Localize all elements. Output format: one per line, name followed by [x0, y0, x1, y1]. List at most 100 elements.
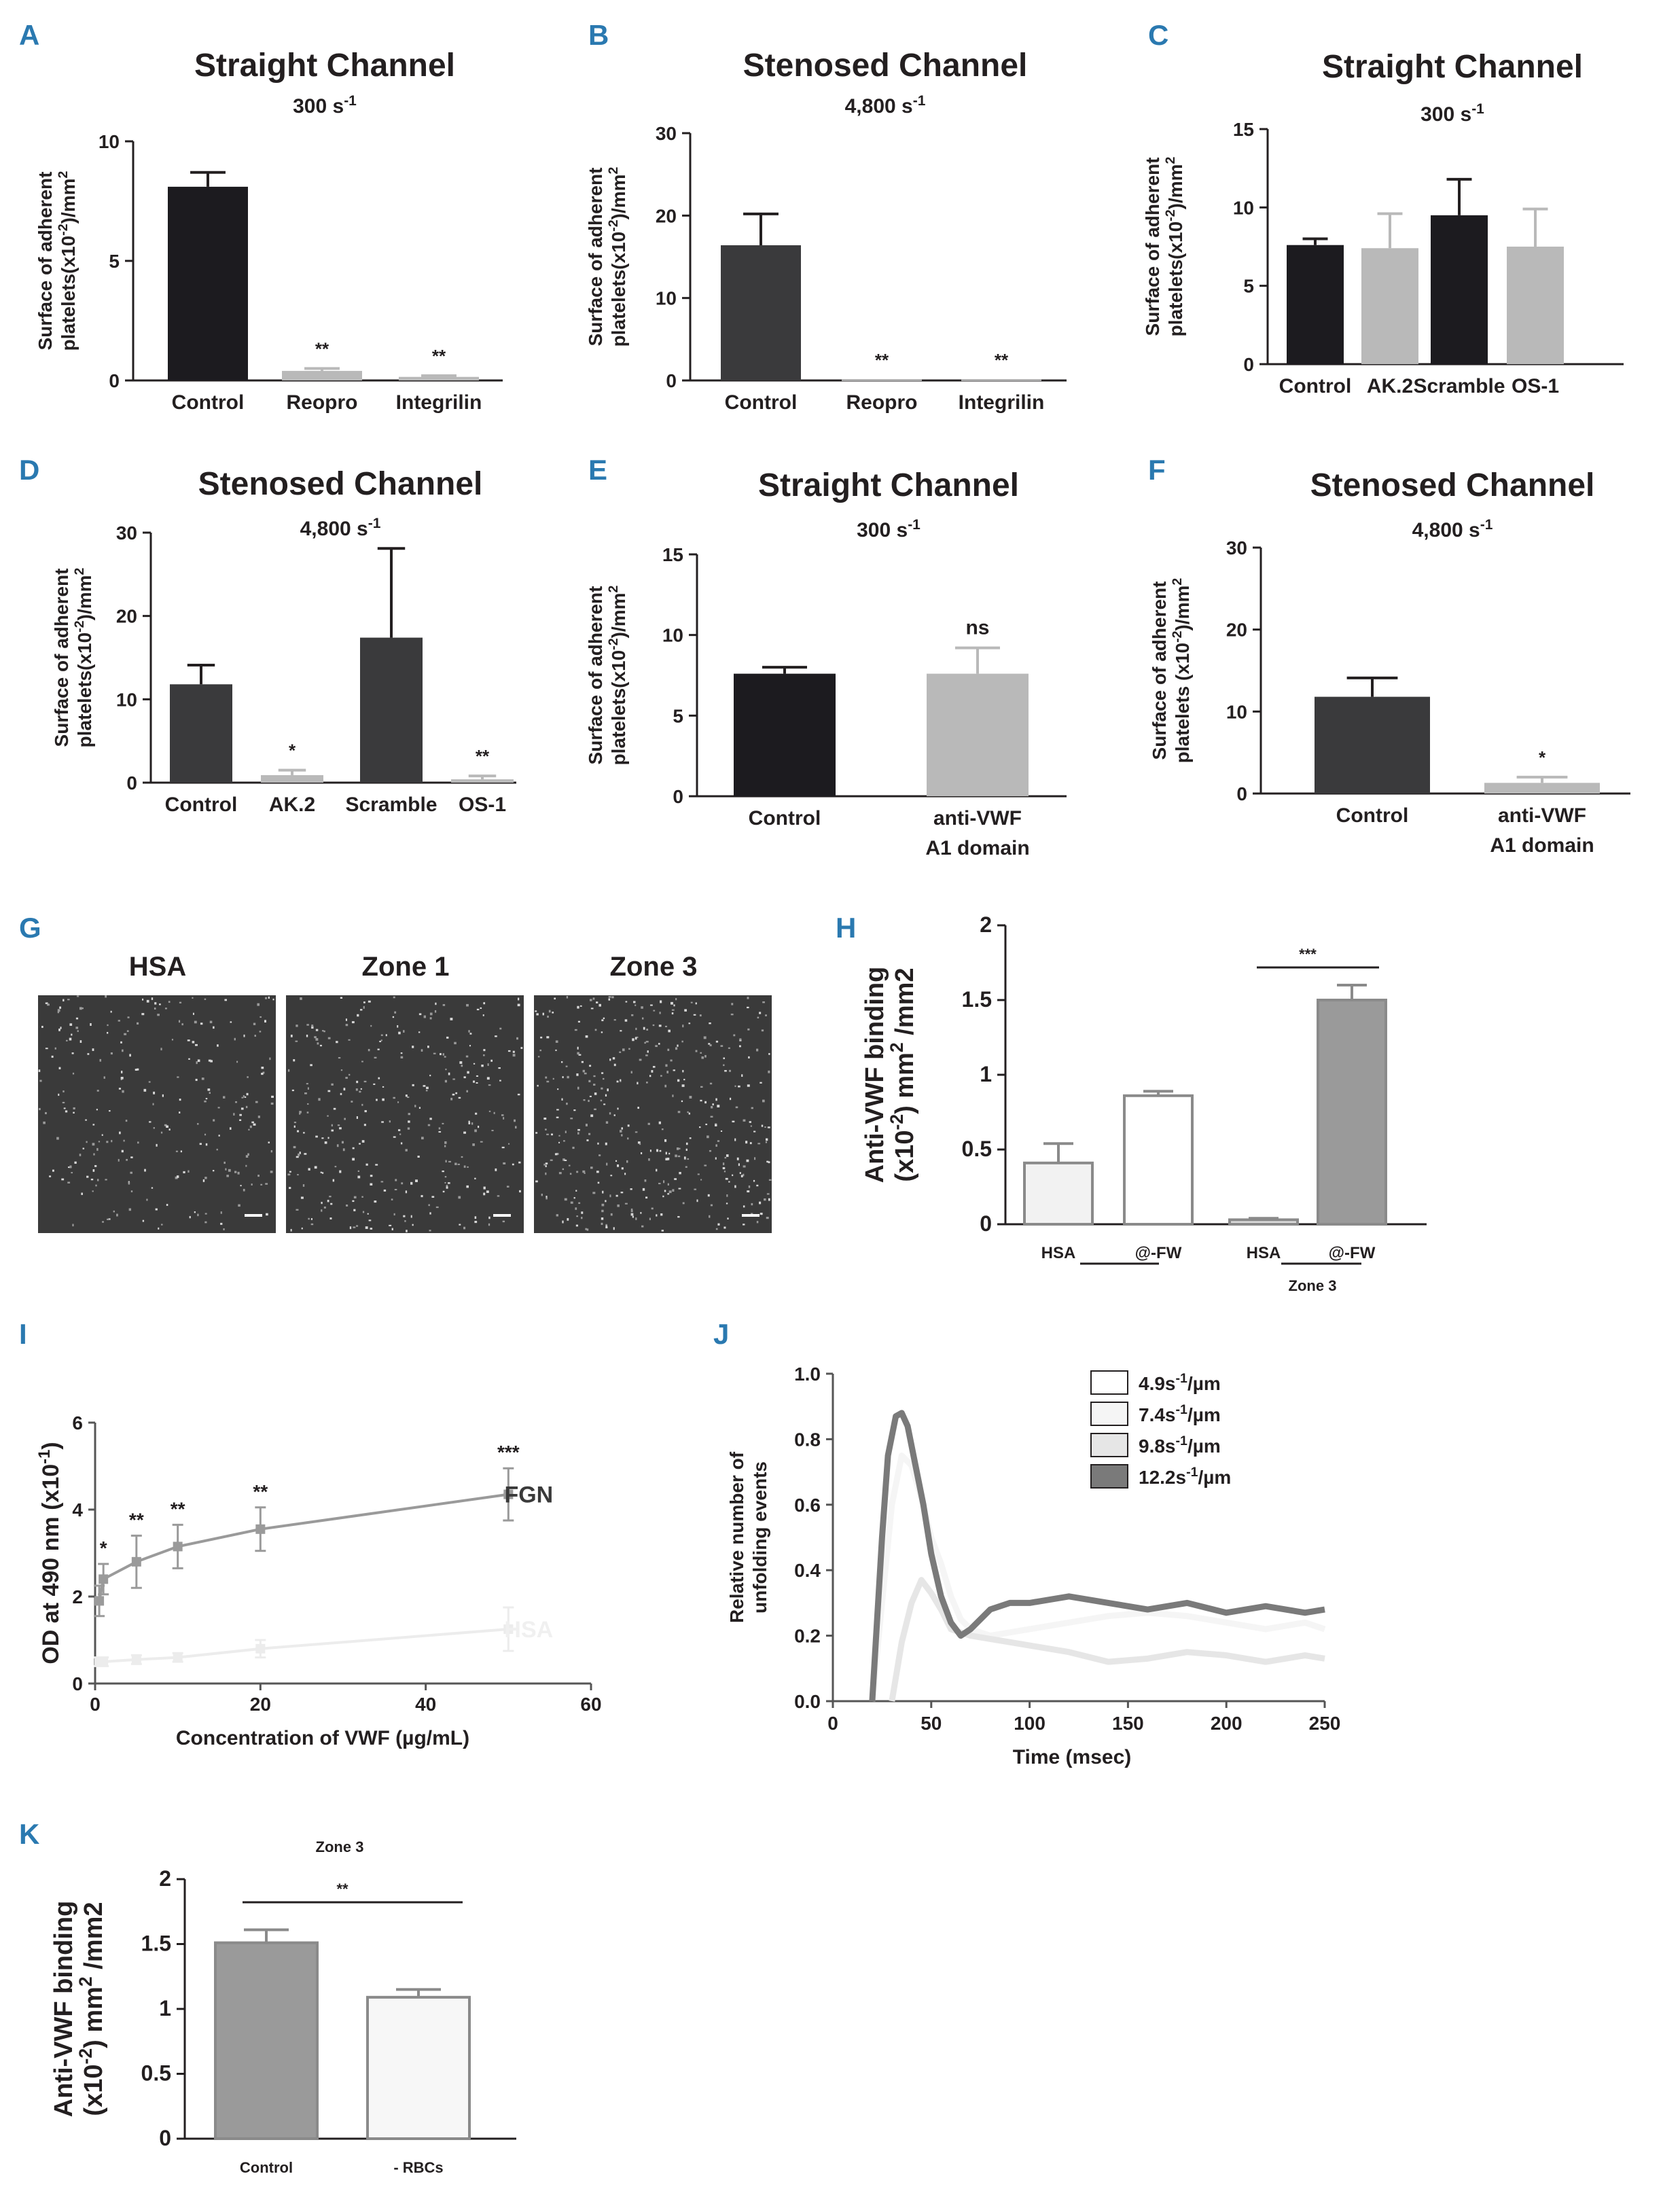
micrograph-speckle [65, 1110, 68, 1113]
micrograph-speckle [603, 1103, 606, 1105]
micrograph-speckle [639, 1058, 642, 1061]
chart-panel-e: Straight Channel 300 s-1 0 5 10 15 Surface of … [585, 467, 1067, 859]
micrograph-speckle [685, 1148, 687, 1151]
micrograph-speckle [457, 1163, 460, 1165]
micrograph-speckle [181, 1023, 183, 1026]
micrograph-speckle [677, 1155, 681, 1158]
micrograph-speckle [120, 1076, 124, 1080]
micrograph-speckle [577, 1132, 579, 1135]
micrograph-speckle [653, 1010, 656, 1012]
micrograph-speckle [363, 1124, 366, 1126]
micrograph-speckle [243, 1034, 245, 1037]
legend-swatch [1090, 1433, 1128, 1457]
micrograph-speckle [635, 1217, 637, 1220]
micrograph-speckle [195, 1044, 198, 1046]
micrograph-speckle [397, 1129, 401, 1131]
y-axis-label-line2: (x10-2) mm2 /mm2 [75, 1902, 108, 2116]
micrograph-speckle [612, 1057, 615, 1060]
micrograph-speckle [747, 1084, 750, 1087]
micrograph-speckle [681, 1100, 683, 1103]
y-axis-label-line1: Anti-VWF binding [861, 967, 889, 1183]
micrograph-speckle [756, 1221, 759, 1224]
legend-label: 9.8s-1/µm [1139, 1433, 1221, 1457]
micrograph-speckle [444, 1056, 446, 1058]
micrograph-speckle [310, 1217, 312, 1220]
micrograph-speckle [617, 1204, 620, 1207]
micrograph-speckle [391, 1228, 393, 1230]
chart-panel-f: Stenosed Channel 4,800 s-1 0 10 20 30 Surface … [1149, 467, 1630, 857]
micrograph-speckle [410, 1181, 413, 1185]
micrograph-speckle [720, 1130, 723, 1132]
chart-subtitle: 4,800 s-1 [300, 516, 381, 541]
micrograph-speckle [233, 1113, 235, 1116]
micrograph-speckle [476, 1075, 479, 1077]
micrograph-speckle [306, 1024, 309, 1026]
micrograph-speckle [557, 1088, 559, 1090]
y-tick-label: 0.2 [794, 1626, 821, 1647]
y-axis-label-line1: Surface of adherent [51, 569, 72, 747]
micrograph-speckle [299, 1111, 302, 1114]
micrograph-speckle [546, 1197, 548, 1200]
micrograph-speckle [435, 1002, 437, 1005]
y-axis-label-line1: Surface of adherent [1149, 582, 1170, 760]
micrograph-speckle [90, 1178, 94, 1181]
micrograph-speckle [468, 1122, 471, 1124]
micrograph-speckle [715, 1228, 718, 1230]
micrograph-speckle [410, 1215, 412, 1218]
micrograph-speckle [121, 1071, 123, 1073]
micrograph-speckle [558, 1135, 560, 1137]
micrograph-speckle [605, 1226, 608, 1229]
bar [399, 376, 479, 380]
category-label: Integrilin [396, 391, 482, 414]
y-tick-label: 0 [159, 2126, 171, 2150]
micrograph-speckle [585, 1228, 588, 1230]
micrograph-speckle [463, 1226, 466, 1230]
micrograph-speckle [490, 1059, 493, 1062]
x-tick-label: 20 [250, 1694, 271, 1715]
micrograph-speckle [301, 1227, 303, 1230]
micrograph-speckle [374, 1056, 377, 1058]
micrograph-speckle [103, 1076, 106, 1079]
micrograph-speckle [746, 1159, 749, 1162]
micrograph-speckle [406, 1230, 408, 1232]
micrograph-speckle [541, 1193, 543, 1196]
micrograph-speckle [340, 997, 343, 999]
micrograph-speckle [297, 1174, 299, 1176]
micrograph-speckle [445, 1068, 447, 1071]
micrograph-speckle [400, 1052, 403, 1054]
micrograph-speckle [537, 1056, 540, 1058]
micrograph-speckle [667, 1193, 670, 1195]
significance-label: ** [875, 350, 889, 370]
micrograph-speckle [94, 1164, 97, 1167]
micrograph-speckle [251, 1121, 255, 1124]
micrograph-speckle [57, 1009, 60, 1012]
y-axis-label: Surface of adherent platelets(x10-2)/mm2 [585, 166, 629, 346]
micrograph-speckle [709, 1044, 712, 1047]
micrograph-speckle [240, 1185, 242, 1187]
micrograph-speckle [315, 1038, 319, 1041]
y-tick-label: 5 [109, 251, 120, 272]
micrograph-speckle [405, 1094, 408, 1097]
micrograph-speckle [364, 1110, 367, 1113]
micrograph-speckle [400, 1056, 404, 1058]
scale-bar [245, 1214, 262, 1217]
micrograph-speckle [319, 1044, 322, 1047]
micrograph-speckle [594, 1092, 597, 1095]
micrograph-speckle [736, 1157, 739, 1160]
micrograph-speckle [495, 1168, 497, 1171]
micrograph-speckle [245, 1164, 247, 1167]
micrograph-speckle [589, 999, 592, 1001]
micrograph-speckle [694, 1188, 697, 1190]
micrograph-speckle [630, 1071, 632, 1074]
micrograph-speckle [487, 1063, 489, 1066]
micrograph-speckle [412, 1224, 414, 1226]
micrograph-speckle [213, 1119, 215, 1122]
legend-label: 7.4s-1/µm [1139, 1402, 1221, 1425]
micrograph-speckle [199, 1143, 202, 1145]
micrograph-speckle [446, 1036, 449, 1039]
y-tick-label: 0 [109, 370, 120, 391]
micrograph-speckle [382, 1098, 385, 1101]
micrograph-speckle [125, 1120, 128, 1122]
micrograph-speckle [535, 1180, 538, 1183]
micrograph-speckle [704, 1164, 707, 1166]
